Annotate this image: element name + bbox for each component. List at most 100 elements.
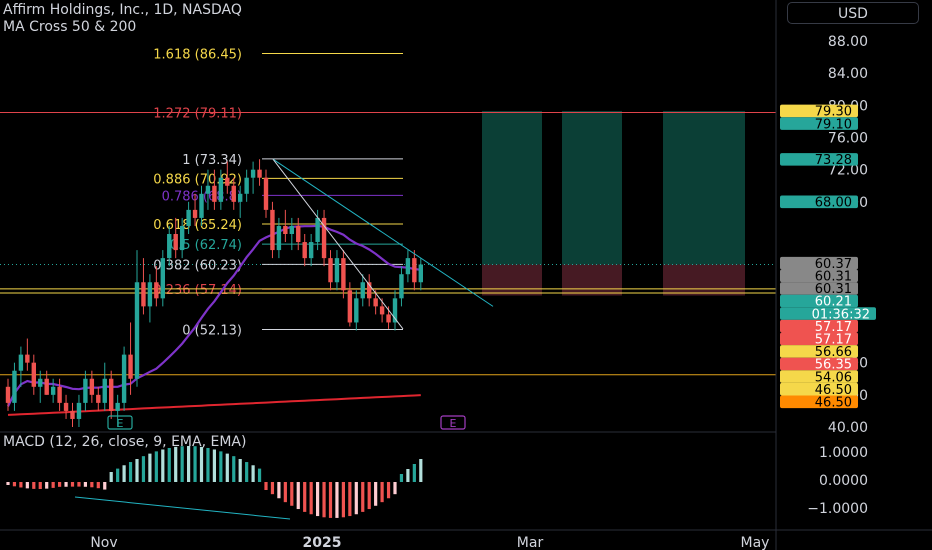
candle-body-59	[386, 314, 391, 323]
candle-body-60	[392, 298, 398, 323]
price-label-bg-10	[780, 332, 858, 346]
indicator-label: MA Cross 50 & 200	[3, 19, 137, 35]
candle-body-49	[321, 217, 327, 259]
price-label-3: 68.00	[815, 196, 852, 211]
candle-body-42	[276, 225, 282, 251]
macd-bar-50	[328, 482, 333, 518]
y-tick-0: 88.00	[828, 34, 868, 50]
macd-bar-11	[77, 482, 81, 487]
macd-bar-41	[270, 482, 275, 495]
candle-body-26	[173, 234, 178, 251]
price-label-2: 73.28	[815, 153, 852, 168]
candle-body-31	[205, 185, 211, 194]
price-label-bg-11	[780, 345, 858, 358]
candle-body-50	[328, 258, 333, 283]
loss-zone-1	[562, 264, 622, 296]
candle-body-34	[225, 177, 230, 186]
candle-body-58	[379, 306, 385, 315]
ma50-line	[7, 224, 421, 407]
macd-bar-15	[103, 482, 107, 490]
candle-body-9	[63, 402, 69, 411]
candle-body-43	[283, 225, 288, 234]
candle-body-44	[289, 225, 294, 234]
fib-label-5: 0.618 (65.24)	[153, 218, 242, 233]
macd-bar-33	[219, 451, 223, 482]
y-tick-4: 72.00	[828, 163, 868, 179]
loss-zone-2	[663, 264, 745, 296]
price-label-bg-7	[780, 294, 858, 308]
macd-bar-32	[212, 449, 216, 482]
candle-body-28	[186, 209, 191, 226]
candle-body-3	[25, 354, 30, 363]
price-label-bg-12	[780, 357, 858, 371]
macd-bar-49	[322, 482, 326, 518]
candle-body-21	[141, 282, 146, 307]
candle-body-27	[179, 225, 185, 251]
moving-averages	[7, 224, 421, 416]
candles	[5, 159, 423, 427]
horizontal-lines	[0, 288, 776, 376]
candle-body-36	[238, 193, 243, 202]
macd-pane: 1.0000 0.0000 −1.0000	[0, 431, 868, 518]
price-label-bg-4	[780, 256, 858, 270]
macd-bar-54	[354, 482, 358, 515]
macd-bar-38	[251, 465, 255, 482]
price-label-10: 57.17	[815, 332, 852, 347]
macd-bar-29	[193, 446, 197, 482]
fib-label-2: 1 (73.34)	[182, 153, 242, 168]
candle-body-64	[418, 264, 423, 283]
price-label-1: 79.10	[815, 117, 852, 132]
macd-bar-34	[225, 453, 229, 482]
price-label-bg-5	[780, 269, 858, 283]
macd-bar-26	[174, 446, 178, 482]
candle-body-47	[308, 242, 314, 259]
price-label-bg-8	[780, 307, 876, 320]
candle-body-51	[334, 258, 340, 283]
candle-body-15	[102, 378, 107, 403]
price-label-bg-0	[780, 104, 858, 118]
macd-bar-22	[148, 453, 152, 482]
candle-body-13	[89, 378, 95, 395]
candle-body-5	[38, 378, 43, 387]
macd-bar-19	[128, 462, 133, 482]
earnings-label-0: E	[117, 417, 124, 430]
macd-bar-13	[90, 482, 94, 488]
macd-bar-9	[64, 482, 68, 487]
macd-bar-14	[96, 482, 100, 489]
candle-body-7	[50, 386, 56, 395]
macd-bar-24	[161, 449, 165, 482]
candle-body-33	[218, 177, 224, 202]
candle-body-32	[212, 185, 217, 202]
profit-zone-1	[562, 110, 622, 265]
macd-bar-25	[167, 447, 171, 482]
x-tick-0: Nov	[90, 535, 117, 550]
fib-label-8: 0.236 (57.14)	[153, 283, 242, 298]
macd-bar-53	[348, 482, 352, 517]
candle-body-56	[367, 282, 372, 299]
candle-body-54	[354, 298, 359, 323]
macd-bar-43	[283, 482, 287, 503]
currency-button[interactable]: USD	[787, 2, 919, 24]
macd-bar-3	[25, 482, 29, 489]
price-label-14: 46.50	[815, 383, 852, 398]
price-label-bg-15	[780, 395, 858, 409]
candle-body-12	[83, 378, 88, 403]
macd-bar-6	[45, 482, 49, 489]
macd-bar-45	[296, 482, 300, 510]
candle-body-57	[373, 298, 378, 307]
candle-body-48	[315, 217, 320, 243]
x-tick-3: May	[741, 535, 770, 550]
price-label-4: 60.37	[815, 257, 852, 272]
earnings-label-1: E	[450, 417, 457, 430]
y-tick-1: 84.00	[828, 66, 868, 82]
candle-body-46	[302, 242, 307, 259]
candle-body-30	[199, 193, 204, 218]
candle-body-25	[167, 234, 172, 259]
macd-bar-55	[361, 482, 365, 512]
candle-body-55	[360, 282, 365, 299]
macd-bar-44	[290, 482, 294, 506]
macd-bar-61	[399, 474, 404, 482]
candle-body-39	[257, 169, 262, 178]
